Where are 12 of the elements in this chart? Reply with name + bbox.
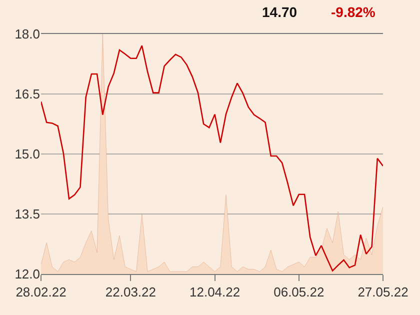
x-tick-label: 27.05.22	[358, 284, 408, 300]
x-tick-label: 28.02.22	[16, 284, 66, 300]
x-tick-label: 12.04.22	[189, 284, 240, 300]
y-tick-label: 18.0	[14, 26, 40, 42]
y-tick-label: 13.5	[14, 206, 40, 222]
x-tick-label: 22.03.22	[105, 284, 156, 300]
y-tick-label: 16.5	[14, 86, 40, 102]
text: 14.70	[262, 4, 298, 20]
text: -9.82%	[331, 4, 376, 20]
y-tick-label: 12.0	[14, 266, 40, 282]
y-tick-label: 15.0	[14, 146, 40, 162]
x-tick-label: 06.05.22	[274, 284, 324, 300]
